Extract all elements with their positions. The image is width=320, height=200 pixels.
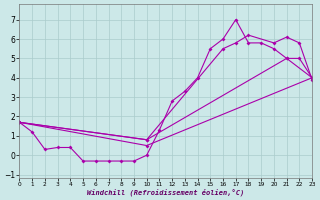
X-axis label: Windchill (Refroidissement éolien,°C): Windchill (Refroidissement éolien,°C) bbox=[87, 188, 244, 196]
